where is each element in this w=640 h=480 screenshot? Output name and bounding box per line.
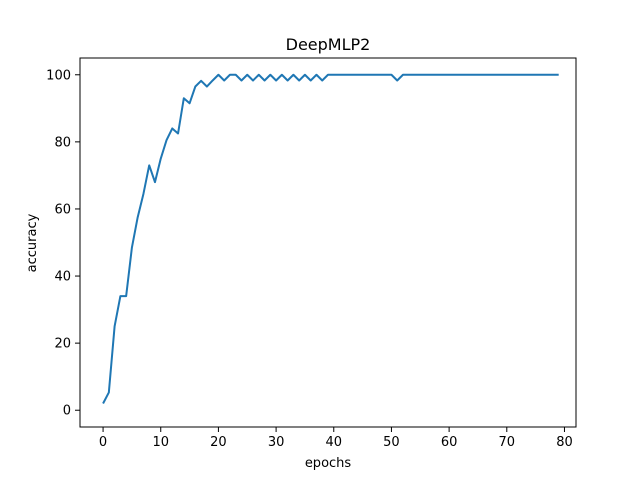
chart-title: DeepMLP2 xyxy=(286,35,371,54)
x-tick-label: 40 xyxy=(325,435,342,450)
plot-area xyxy=(102,73,559,404)
y-tick-label: 0 xyxy=(63,404,71,419)
x-axis-label: epochs xyxy=(305,456,352,471)
x-tick-label: 80 xyxy=(556,435,573,450)
x-tick-label: 20 xyxy=(210,435,227,450)
series-line-0 xyxy=(102,73,559,404)
axes-frame xyxy=(79,57,577,428)
x-tick-label: 0 xyxy=(99,435,107,450)
x-tick-label: 10 xyxy=(152,435,169,450)
y-axis-label: accuracy xyxy=(25,213,40,272)
y-axis-ticks: 0 20 40 60 80 100 xyxy=(46,68,80,419)
x-tick-label: 70 xyxy=(499,435,516,450)
y-tick-label: 80 xyxy=(54,135,71,150)
y-tick-label: 100 xyxy=(46,68,71,83)
x-tick-label: 50 xyxy=(383,435,400,450)
x-axis-ticks: 0 10 20 30 40 50 60 70 80 xyxy=(99,427,573,450)
x-tick-label: 30 xyxy=(268,435,285,450)
x-tick-label: 60 xyxy=(441,435,458,450)
y-tick-label: 20 xyxy=(54,337,71,352)
y-tick-label: 40 xyxy=(54,270,71,285)
y-tick-label: 60 xyxy=(54,202,71,217)
